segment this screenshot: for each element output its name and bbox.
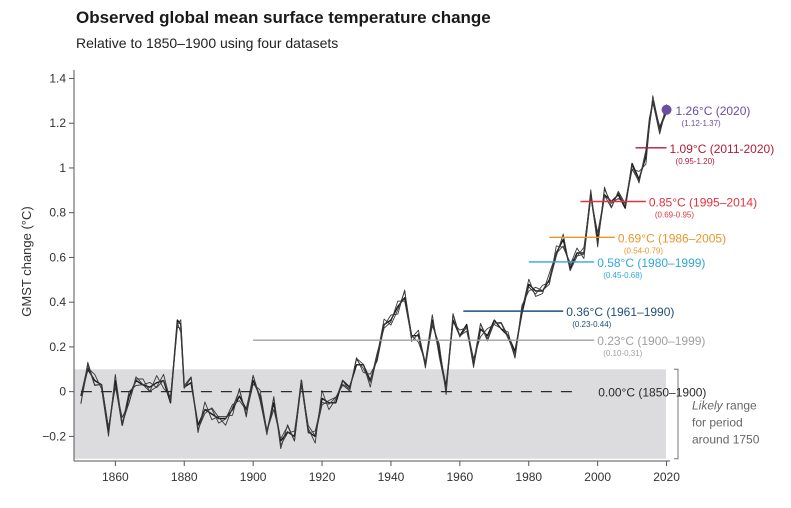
reference-range-label: (1.12-1.37) (682, 119, 721, 128)
reference-label: 1.09°C (2011-2020) (670, 142, 775, 156)
x-tick-label: 1980 (515, 470, 542, 484)
dataset-line-4 (80, 101, 668, 446)
y-axis-label: GMST change (°C) (19, 206, 34, 316)
y-tick-label: 0 (59, 385, 66, 399)
x-tick-label: 1920 (309, 470, 336, 484)
reference-label: 0.58°C (1980–1999) (597, 256, 705, 270)
y-tick-label: 1.2 (49, 116, 66, 130)
x-tick-label: 2000 (584, 470, 611, 484)
reference-label: 1.26°C (2020) (676, 104, 751, 118)
likely-range-band (74, 369, 666, 459)
reference-range-label: (0.45-0.68) (603, 271, 642, 280)
reference-dot (661, 104, 672, 115)
likely-range-band-layer: Likely range for period around 1750 (74, 368, 760, 460)
y-tick-label: 0.8 (49, 206, 66, 220)
dataset-line-3 (80, 101, 668, 442)
reference-range-label: (0.10-0.31) (603, 349, 642, 358)
reference-range-label: (0.95-1.20) (676, 157, 715, 166)
y-tick-label: 0.6 (49, 250, 66, 264)
reference-range-label: (0.23-0.44) (572, 320, 611, 329)
chart-subtitle: Relative to 1850–1900 using four dataset… (76, 35, 339, 51)
reference-label: 0.36°C (1961–1990) (566, 305, 674, 319)
likely-range-label: Likely range for period around 1750 (692, 399, 760, 447)
x-tick-label: 1860 (102, 470, 129, 484)
reference-label: 0.23°C (1900–1999) (597, 334, 705, 348)
x-tick-label: 1960 (446, 470, 473, 484)
y-tick-label: 0.2 (49, 340, 66, 354)
reference-label: 0.85°C (1995–2014) (649, 196, 757, 210)
x-tick-label: 1880 (171, 470, 198, 484)
y-tick-label: 1.4 (49, 71, 66, 85)
y-tick-label: −0.2 (42, 429, 66, 443)
annotation-labels: 1.26°C (2020)(1.12-1.37) 1.09°C (2011-202… (566, 104, 774, 400)
x-tick-label: 2020 (653, 470, 680, 484)
reference-levels (80, 104, 672, 393)
reference-label: 0.69°C (1986–2005) (618, 231, 726, 245)
reference-range-label: (0.69-0.95) (655, 211, 694, 220)
reference-label: 0.00°C (1850–1900) (598, 386, 706, 400)
likely-range-bracket (674, 368, 679, 460)
series-layer (80, 95, 668, 450)
y-tick-label: 1 (59, 161, 66, 175)
x-tick-label: 1900 (240, 470, 267, 484)
reference-range-label: (0.54-0.79) (624, 246, 663, 255)
chart-title: Observed global mean surface temperature… (76, 8, 491, 27)
axes: −0.2 0 0.2 0.4 0.6 0.8 1 1.2 1.4 1860 1880 1900 1920… (19, 70, 680, 484)
y-tick-label: 0.4 (49, 295, 66, 309)
x-tick-label: 1940 (378, 470, 405, 484)
